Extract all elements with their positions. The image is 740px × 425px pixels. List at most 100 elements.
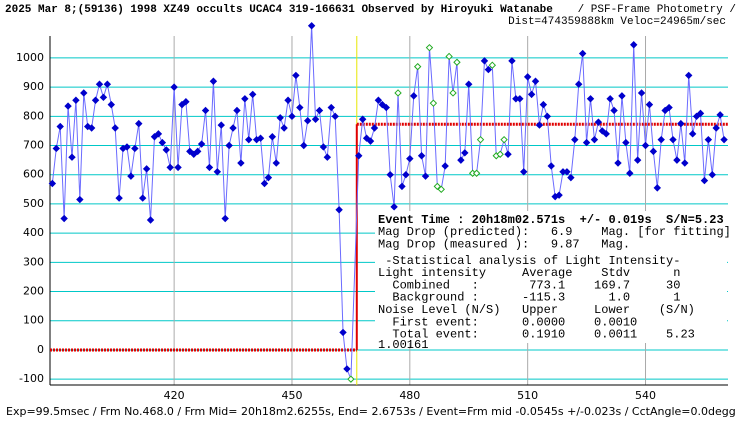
data-point xyxy=(406,154,414,163)
data-point xyxy=(48,179,57,188)
data-point xyxy=(704,135,713,144)
data-point xyxy=(229,124,237,132)
data-point xyxy=(637,89,646,97)
data-point xyxy=(56,122,64,131)
data-point xyxy=(681,159,689,167)
data-point xyxy=(547,162,555,170)
data-point xyxy=(107,100,115,109)
data-point xyxy=(626,169,634,177)
data-point xyxy=(72,96,80,104)
data-point xyxy=(433,182,442,191)
data-point xyxy=(665,103,673,112)
data-point xyxy=(720,135,728,144)
data-point xyxy=(476,135,485,144)
data-point xyxy=(52,144,60,153)
y-tick-label: 900 xyxy=(23,80,44,93)
data-point xyxy=(331,112,339,121)
y-tick-label: 0 xyxy=(37,343,44,356)
data-point xyxy=(150,133,159,141)
data-point xyxy=(95,80,104,88)
y-tick-label: -100 xyxy=(19,372,44,385)
data-point xyxy=(103,80,112,88)
data-point xyxy=(645,100,654,109)
data-point xyxy=(622,138,630,147)
chart-subtitle: / PSF-Frame Photometry / xyxy=(578,4,736,16)
x-tick-label: 420 xyxy=(164,389,185,402)
data-point xyxy=(190,150,198,158)
data-point xyxy=(488,61,497,69)
data-point xyxy=(284,96,292,104)
data-point xyxy=(64,102,72,110)
data-point xyxy=(115,194,123,202)
data-point xyxy=(390,203,398,211)
data-point xyxy=(127,172,135,180)
data-point xyxy=(421,172,430,180)
data-point xyxy=(241,95,249,103)
data-point xyxy=(355,152,363,160)
data-point xyxy=(358,115,367,123)
data-point xyxy=(327,103,335,112)
data-point xyxy=(76,195,84,204)
data-point xyxy=(205,163,214,172)
annotation: Noise Level (N/S) Upper Lower (S/N) xyxy=(378,303,695,317)
data-point xyxy=(123,143,131,151)
x-tick-label: 540 xyxy=(635,389,656,402)
data-point xyxy=(555,191,563,199)
data-point xyxy=(688,130,697,138)
data-point xyxy=(480,57,489,65)
data-point xyxy=(174,163,182,172)
data-point xyxy=(457,156,465,164)
annotation-box xyxy=(375,211,727,343)
data-point xyxy=(630,41,638,49)
data-point xyxy=(362,134,371,142)
data-point xyxy=(696,109,705,118)
data-point xyxy=(677,119,685,128)
y-tick-label: 400 xyxy=(23,226,44,239)
data-point xyxy=(276,114,284,122)
data-point xyxy=(237,159,245,167)
data-point xyxy=(535,121,544,129)
data-point xyxy=(602,130,610,138)
ratio-label: 1.00161 xyxy=(378,338,428,352)
data-point xyxy=(166,163,174,172)
data-point xyxy=(311,115,320,123)
x-tick-label: 450 xyxy=(281,389,302,402)
data-point xyxy=(496,150,504,158)
data-point xyxy=(417,152,426,160)
annotation: Mag Drop (predicted): 6.9 Mag. [for fitt… xyxy=(378,225,731,239)
data-point xyxy=(578,49,587,58)
data-point xyxy=(60,214,68,223)
data-point xyxy=(370,124,379,132)
data-point xyxy=(402,171,410,179)
y-tick-label: 200 xyxy=(23,285,44,298)
data-point xyxy=(296,103,304,112)
annotation: Mag Drop (measured ): 9.87 Mag. xyxy=(378,237,630,251)
chart-subtitle: Dist=474359888km Veloc=24965m/sec xyxy=(508,16,726,28)
data-point xyxy=(386,171,394,179)
data-point xyxy=(563,168,571,176)
data-point xyxy=(146,216,155,224)
data-point xyxy=(280,124,288,132)
data-point xyxy=(661,106,669,115)
data-point xyxy=(80,89,88,97)
data-point xyxy=(374,96,383,104)
data-point xyxy=(523,73,532,81)
data-point xyxy=(508,57,516,65)
data-point xyxy=(303,116,312,125)
data-point xyxy=(347,375,355,383)
data-point xyxy=(575,80,583,88)
data-point xyxy=(590,135,599,144)
data-point xyxy=(213,168,222,176)
data-point xyxy=(449,89,457,97)
data-point xyxy=(142,165,151,173)
y-tick-label: 100 xyxy=(23,314,44,327)
data-point xyxy=(87,124,96,132)
data-point xyxy=(217,121,225,129)
data-point xyxy=(708,171,716,179)
data-point xyxy=(633,156,642,164)
data-point xyxy=(197,140,206,148)
data-point xyxy=(99,93,108,102)
data-point xyxy=(649,147,658,156)
x-tick-label: 510 xyxy=(517,389,538,402)
